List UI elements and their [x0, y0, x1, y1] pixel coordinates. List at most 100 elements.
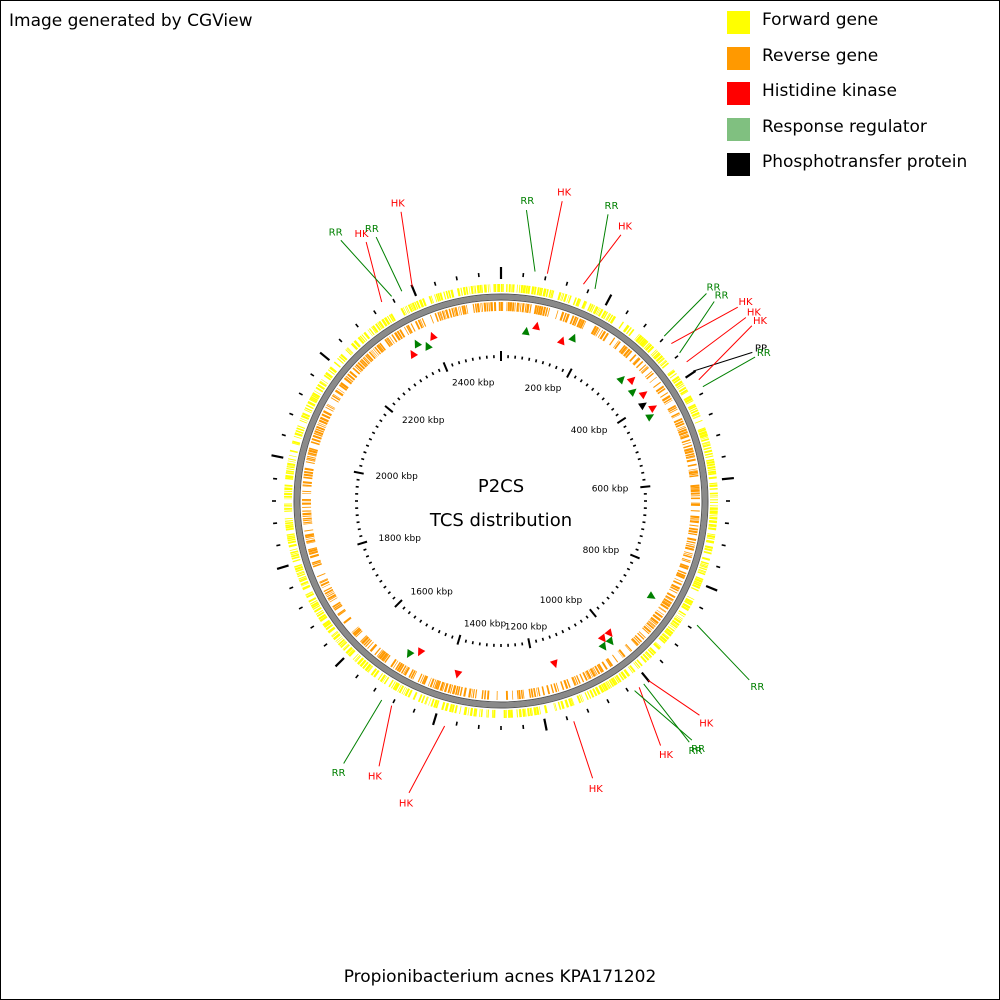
outer-tick — [659, 338, 664, 343]
gene-segment — [522, 689, 525, 699]
gene-segment — [448, 703, 453, 713]
gene-segment — [301, 582, 309, 587]
outer-tick — [323, 643, 328, 647]
gene-segment — [690, 503, 700, 506]
feature-callout-line — [525, 210, 536, 272]
gene-segment — [684, 551, 693, 555]
gene-segment — [312, 604, 321, 610]
gene-segment — [421, 675, 427, 685]
gene-segment — [390, 313, 396, 322]
gene-segment — [640, 366, 648, 373]
gene-segment — [535, 687, 539, 697]
outer-tick — [586, 708, 590, 713]
gene-segment — [502, 302, 504, 312]
gene-segment — [468, 286, 471, 295]
gene-segment — [585, 670, 592, 680]
gene-segment — [293, 435, 302, 439]
feature-label: RR — [757, 348, 771, 359]
gene-segment — [697, 427, 706, 432]
outer-tick — [659, 659, 664, 664]
gene-segment — [630, 639, 638, 647]
gene-segment — [633, 662, 639, 670]
gene-segment — [709, 517, 718, 520]
gene-segment — [371, 326, 377, 334]
gene-segment — [434, 312, 439, 322]
gene-segment — [533, 707, 538, 716]
gene-segment — [363, 331, 371, 340]
gene-segment — [682, 602, 691, 609]
gene-segment — [690, 515, 700, 519]
gene-segment — [474, 303, 478, 313]
gene-segment — [681, 559, 691, 563]
scale-tick — [639, 464, 643, 468]
gene-segment — [698, 569, 706, 574]
reverse-gene-ring — [302, 302, 700, 700]
scale-tick — [528, 357, 531, 361]
gene-segment — [659, 635, 668, 643]
scale-tick — [623, 573, 627, 577]
gene-segment — [486, 302, 489, 312]
gene-segment — [653, 381, 662, 389]
gene-segment — [622, 348, 631, 357]
gene-segment — [487, 284, 489, 293]
scale-tick — [637, 457, 641, 461]
feature-callout-line — [671, 306, 738, 344]
gene-segment — [669, 624, 677, 630]
gene-segment — [509, 302, 513, 312]
scale-tick — [567, 626, 571, 631]
gene-segment — [692, 583, 701, 590]
gene-segment — [451, 307, 455, 318]
scale-tick — [591, 387, 595, 391]
scale-tick — [413, 383, 417, 387]
gene-segment — [663, 397, 672, 404]
gene-segment — [671, 375, 680, 383]
gene-segment — [660, 392, 669, 398]
gene-segment — [302, 493, 312, 495]
gene-segment — [529, 304, 532, 314]
gene-segment — [362, 357, 370, 365]
gene-segment — [384, 338, 391, 348]
gene-segment — [708, 519, 718, 524]
gene-segment — [367, 641, 374, 649]
scale-tick — [363, 451, 367, 454]
gene-segment — [651, 350, 659, 357]
gene-segment — [451, 685, 457, 695]
gene-segment — [284, 490, 293, 492]
gene-segment — [609, 315, 617, 324]
gene-segment — [683, 552, 693, 556]
gene-segment — [310, 441, 320, 446]
scale-tick — [640, 485, 651, 489]
gene-segment — [374, 346, 382, 355]
scale-tick — [615, 585, 619, 589]
gene-segment — [673, 377, 681, 384]
legend-swatch-reverse-gene — [727, 46, 750, 70]
gene-segment — [356, 657, 365, 665]
gene-segment — [498, 302, 501, 312]
gene-segment — [479, 284, 482, 294]
gene-segment — [600, 683, 607, 692]
gene-segment — [434, 679, 439, 689]
gene-segment — [490, 302, 494, 312]
gene-segment — [567, 295, 572, 304]
gene-segment — [676, 425, 686, 430]
legend-swatch-phosphotransfer-protein — [727, 153, 750, 176]
scale-tick — [451, 363, 454, 367]
outer-tick — [640, 671, 651, 683]
scale-tick — [589, 608, 597, 618]
gene-segment — [678, 386, 687, 393]
gene-segment — [286, 535, 296, 538]
scale-tick — [437, 368, 441, 373]
gene-segment — [338, 355, 346, 363]
feature-label: HK — [747, 308, 762, 319]
gene-segment — [707, 468, 716, 471]
gene-segment — [609, 337, 616, 346]
scale-tick — [635, 548, 639, 551]
gene-segment — [377, 673, 384, 681]
gene-segment — [486, 709, 488, 718]
gene-segment — [352, 627, 361, 635]
gene-segment — [407, 689, 413, 698]
feature-callout-line — [594, 214, 609, 289]
gene-segment — [420, 695, 426, 704]
gene-segment — [682, 554, 693, 559]
gene-segment — [646, 372, 654, 380]
